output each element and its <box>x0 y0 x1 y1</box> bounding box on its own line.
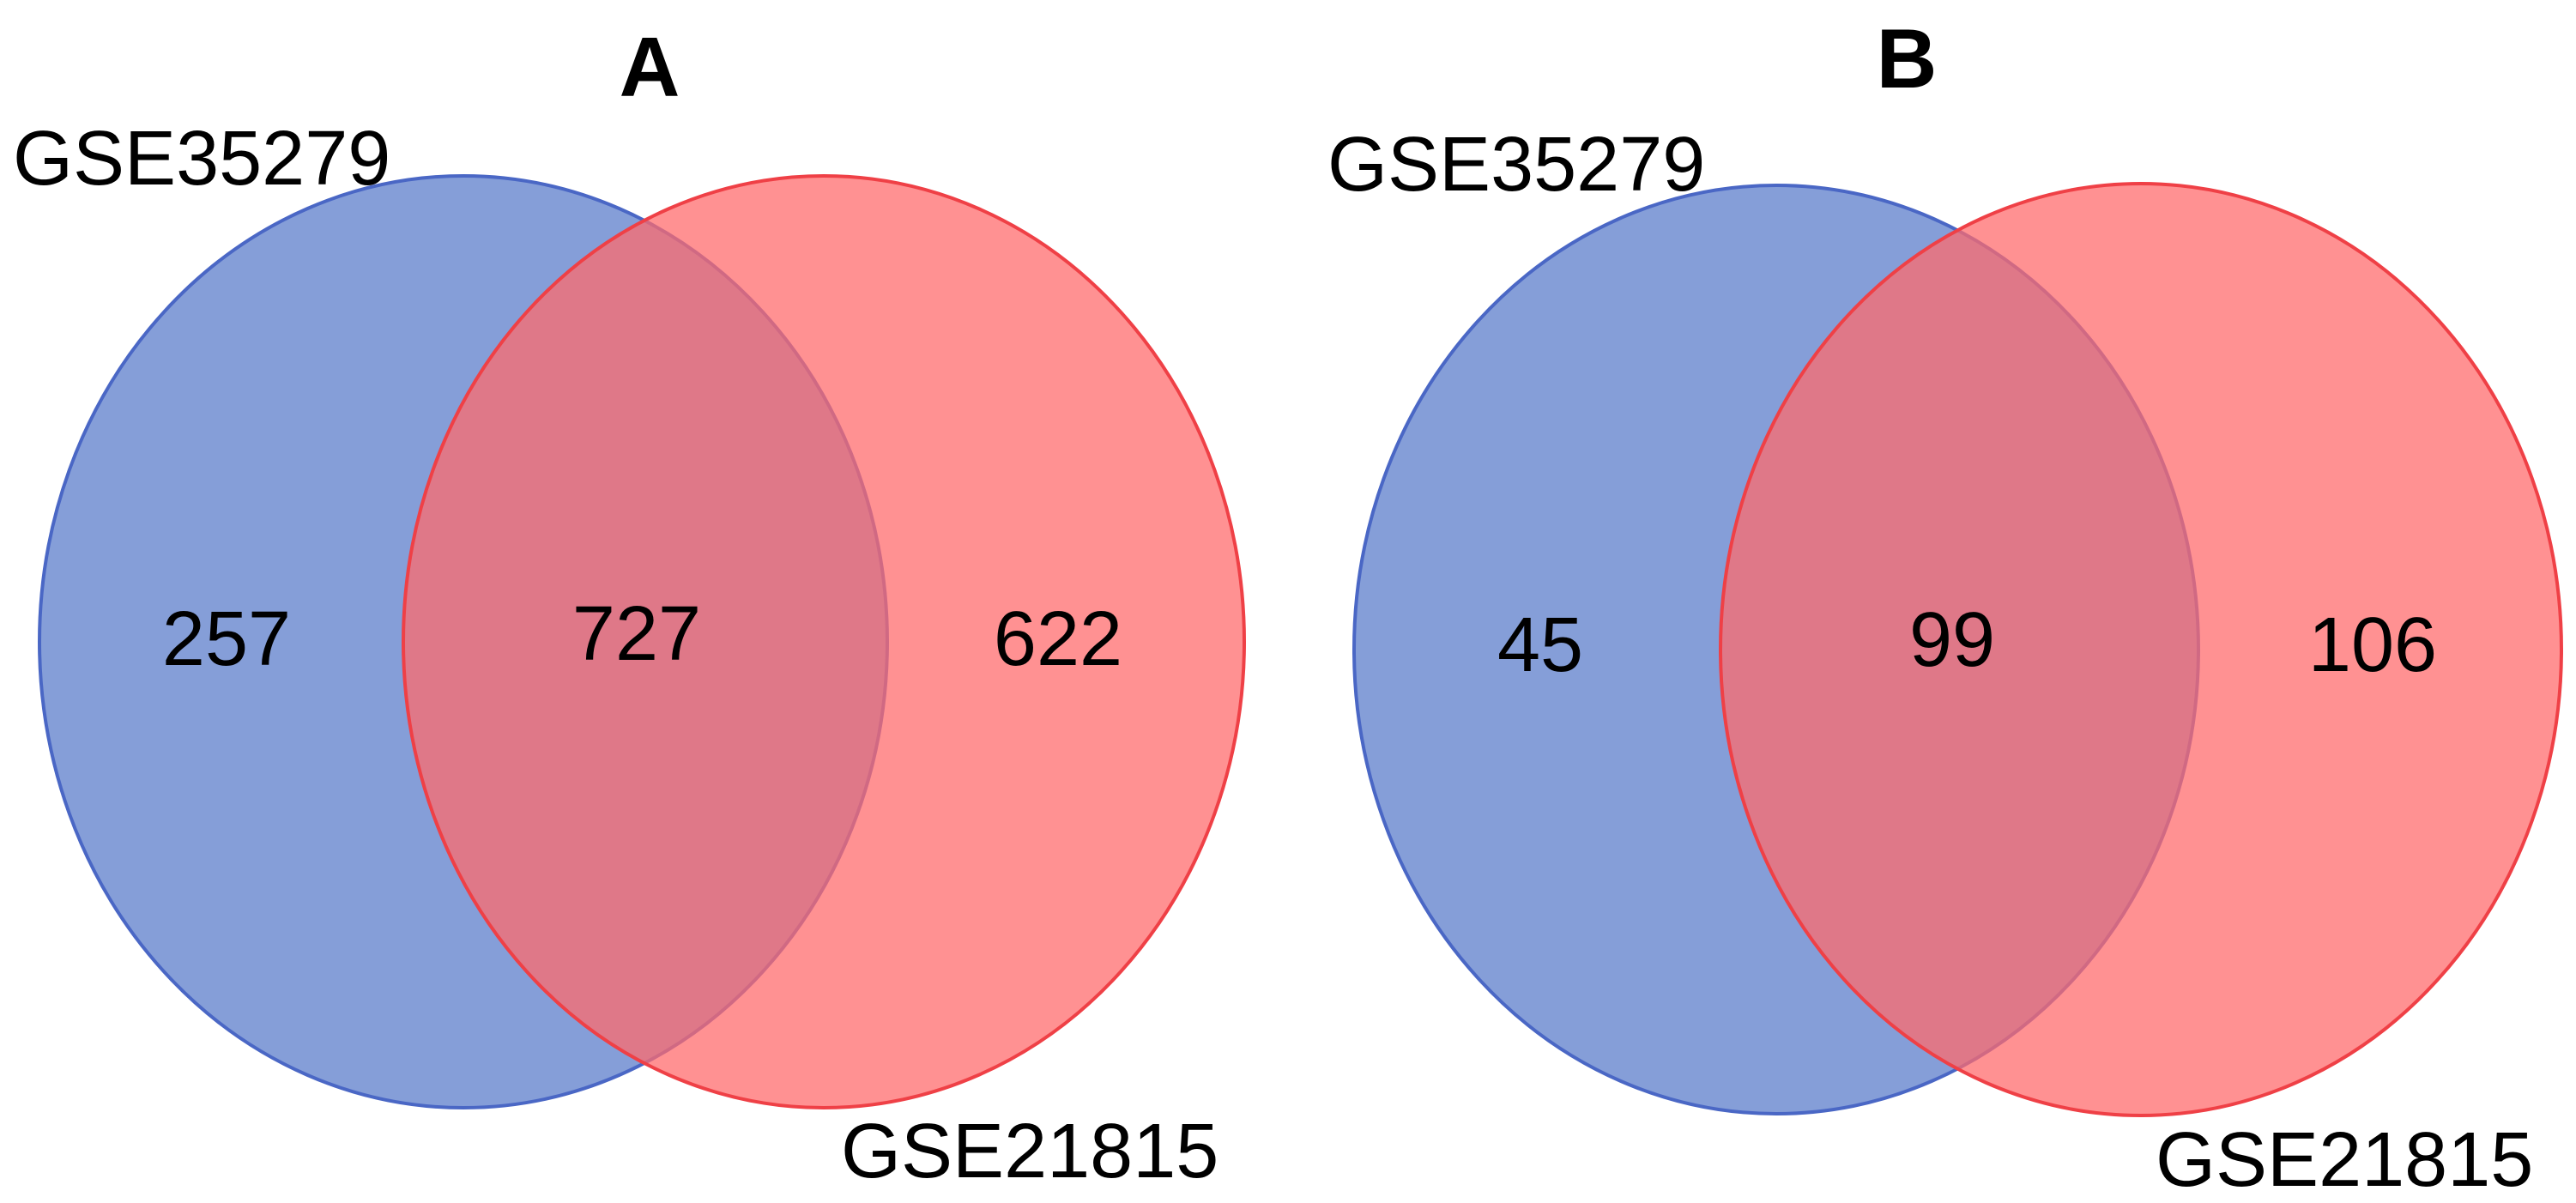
venn-panel-a: A GSE35279 GSE21815 257 727 622 <box>13 20 1246 1194</box>
venn-circle-a-set2 <box>402 174 1246 1109</box>
set-label-b-gse21815: GSE21815 <box>2156 1117 2533 1203</box>
panel-letter-a: A <box>620 20 680 114</box>
set-label-b-gse35279: GSE35279 <box>1327 122 1705 208</box>
count-b-only-set2: 106 <box>2308 602 2437 688</box>
panel-letter-b: B <box>1877 11 1938 106</box>
count-a-only-set2: 622 <box>994 596 1122 682</box>
count-a-intersection: 727 <box>572 591 701 677</box>
count-a-only-set1: 257 <box>162 596 291 682</box>
count-b-only-set1: 45 <box>1497 602 1583 688</box>
count-b-intersection: 99 <box>1909 597 1995 683</box>
set-label-a-gse35279: GSE35279 <box>13 116 390 202</box>
venn-panel-b: B GSE35279 GSE21815 45 99 106 <box>1327 11 2563 1203</box>
venn-circle-b-set2 <box>1719 182 2563 1117</box>
set-label-a-gse21815: GSE21815 <box>841 1109 1218 1194</box>
